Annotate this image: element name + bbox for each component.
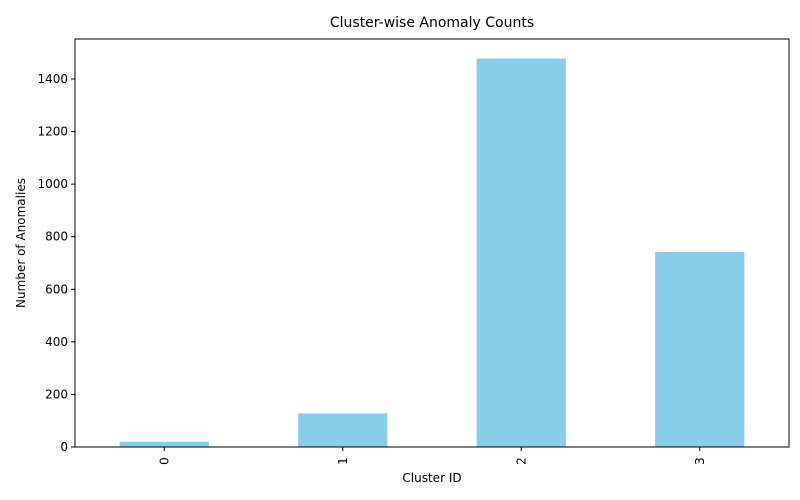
- x-tick-label: 1: [336, 457, 350, 465]
- y-tick-label: 1400: [37, 72, 68, 86]
- x-axis-title: Cluster ID: [402, 471, 461, 485]
- x-tick-label: 2: [514, 457, 528, 465]
- x-tick-label: 3: [693, 457, 707, 465]
- y-tick-label: 600: [45, 282, 68, 296]
- bar-cluster-2: [476, 58, 566, 447]
- bar-cluster-3: [655, 251, 745, 447]
- x-tick-label: 0: [157, 457, 171, 465]
- x-axis: 0 1 2 3: [157, 447, 707, 465]
- y-tick-label: 200: [45, 387, 68, 401]
- y-axis-title: Number of Anomalies: [14, 178, 28, 308]
- bar-cluster-1: [298, 413, 388, 447]
- y-tick-label: 1200: [37, 125, 68, 139]
- y-tick-label: 0: [60, 440, 68, 454]
- y-tick-label: 400: [45, 335, 68, 349]
- bars-group: [119, 58, 745, 447]
- y-axis: 0 200 400 600 800 1000 1200 1400: [37, 72, 75, 454]
- y-tick-label: 1000: [37, 177, 68, 191]
- y-tick-label: 800: [45, 230, 68, 244]
- bar-cluster-0: [119, 441, 209, 447]
- plot-frame: [74, 38, 790, 448]
- chart-title: Cluster-wise Anomaly Counts: [330, 15, 534, 31]
